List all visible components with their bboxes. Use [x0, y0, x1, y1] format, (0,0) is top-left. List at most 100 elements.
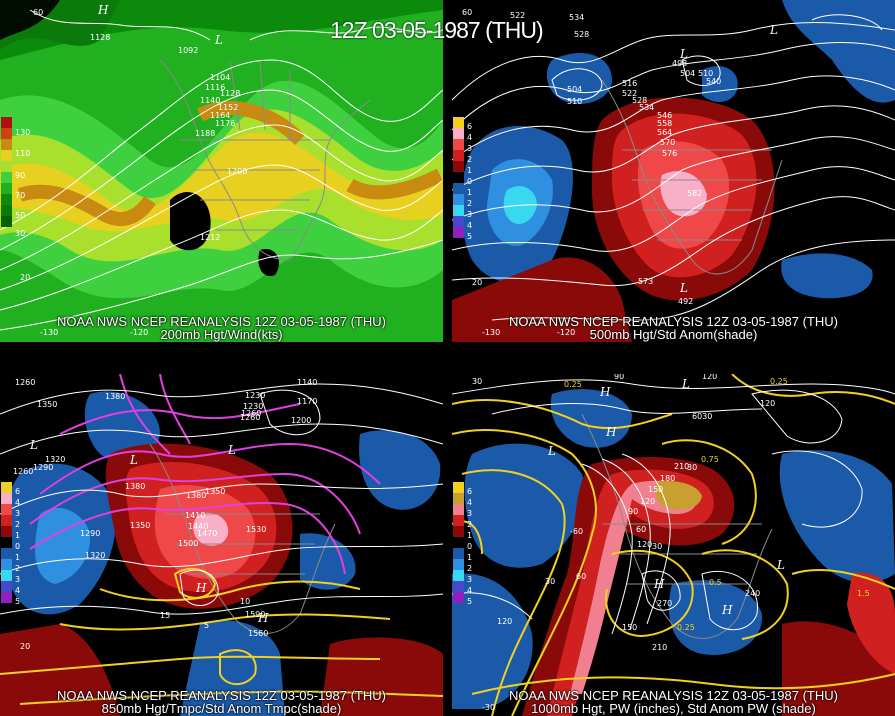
svg-text:210: 210: [674, 462, 689, 471]
svg-text:0.25: 0.25: [770, 377, 788, 386]
svg-text:1290: 1290: [80, 529, 100, 538]
svg-text:1350: 1350: [205, 487, 225, 496]
footer-source: NOAA NWS NCEP REANALYSIS 12Z 03-05-1987 …: [509, 314, 838, 329]
svg-text:-120: -120: [557, 328, 575, 337]
footer-field: 500mb Hgt/Std Anom(shade): [589, 327, 758, 342]
svg-text:573: 573: [638, 277, 653, 286]
svg-text:522: 522: [510, 11, 525, 20]
map-500mb: 522 534 528 504 510 516 522 528 534 546 …: [452, 0, 895, 342]
svg-text:20: 20: [472, 278, 482, 287]
svg-text:120: 120: [702, 374, 717, 381]
svg-text:1230: 1230: [245, 391, 265, 400]
svg-text:60: 60: [576, 572, 586, 581]
svg-text:60: 60: [33, 8, 43, 17]
map-850mb: 1260 1350 1380 1320 1290 1260 1320 1290 …: [0, 374, 443, 716]
svg-text:492: 492: [678, 297, 693, 306]
svg-text:564: 564: [657, 128, 672, 137]
svg-text:1380: 1380: [105, 392, 125, 401]
svg-text:-130: -130: [482, 328, 500, 337]
svg-text:1290: 1290: [33, 463, 53, 472]
footer-field: 200mb Hgt/Wind(kts): [160, 327, 283, 342]
svg-text:1500: 1500: [178, 539, 198, 548]
svg-text:90: 90: [628, 507, 638, 516]
svg-text:1170: 1170: [297, 397, 317, 406]
svg-text:L: L: [679, 281, 688, 295]
map-200mb: 1128 1092 1104 1116 1128 1140 1152 1164 …: [0, 0, 443, 342]
svg-text:528: 528: [574, 30, 589, 39]
svg-text:1530: 1530: [246, 525, 266, 534]
svg-text:150: 150: [648, 485, 663, 494]
svg-text:1140: 1140: [200, 96, 220, 105]
svg-text:120: 120: [640, 497, 655, 506]
svg-text:1128: 1128: [220, 89, 240, 98]
svg-text:L: L: [547, 444, 556, 458]
svg-text:546: 546: [657, 111, 672, 120]
svg-text:1260: 1260: [240, 413, 260, 422]
svg-text:120: 120: [637, 540, 652, 549]
svg-text:L: L: [679, 47, 688, 61]
svg-text:60: 60: [462, 8, 472, 17]
svg-text:30: 30: [472, 377, 482, 386]
svg-text:1092: 1092: [178, 46, 198, 55]
svg-text:1320: 1320: [45, 455, 65, 464]
svg-text:240: 240: [745, 589, 760, 598]
footer-source: NOAA NWS NCEP REANALYSIS 12Z 03-05-1987 …: [509, 688, 838, 703]
svg-text:528: 528: [632, 96, 647, 105]
svg-text:1200: 1200: [291, 416, 311, 425]
svg-text:1380: 1380: [186, 491, 206, 500]
svg-text:L: L: [681, 377, 690, 391]
map-1000mb-pw: 0.25 90 120 0.25 6030 120 30 210 180 150…: [452, 374, 895, 716]
svg-text:H: H: [605, 425, 617, 439]
svg-text:534: 534: [639, 103, 654, 112]
svg-text:576: 576: [662, 149, 677, 158]
svg-text:1410: 1410: [185, 511, 205, 520]
svg-text:570: 570: [660, 138, 675, 147]
svg-text:270: 270: [657, 599, 672, 608]
svg-text:540: 540: [706, 77, 721, 86]
footer-source: NOAA NWS NCEP REANALYSIS 12Z 03-05-1987 …: [57, 314, 386, 329]
svg-text:-60: -60: [570, 527, 583, 536]
svg-text:20: 20: [20, 642, 30, 651]
svg-text:1350: 1350: [37, 400, 57, 409]
svg-text:30: 30: [687, 463, 697, 472]
svg-text:1212: 1212: [200, 233, 220, 242]
svg-text:6030: 6030: [692, 412, 712, 421]
panel-1000mb-pw: 0.25 90 120 0.25 6030 120 30 210 180 150…: [452, 374, 895, 716]
panel-850mb: 1260 1350 1380 1320 1290 1260 1320 1290 …: [0, 374, 443, 716]
svg-text:60: 60: [636, 525, 646, 534]
svg-text:0.5: 0.5: [709, 578, 722, 587]
svg-text:1260: 1260: [241, 409, 261, 418]
svg-text:1260: 1260: [15, 378, 35, 387]
svg-text:L: L: [29, 438, 38, 452]
svg-text:1560: 1560: [248, 629, 268, 638]
svg-text:1260: 1260: [13, 467, 33, 476]
svg-text:1128: 1128: [90, 33, 110, 42]
svg-text:1440: 1440: [188, 522, 208, 531]
svg-text:1152: 1152: [218, 103, 238, 112]
svg-text:522: 522: [622, 89, 637, 98]
svg-text:120: 120: [497, 617, 512, 626]
svg-text:1320: 1320: [85, 551, 105, 560]
svg-text:H: H: [97, 3, 109, 17]
footer-field: 1000mb Hgt, PW (inches), Std Anom PW (sh…: [531, 701, 816, 716]
svg-text:210: 210: [652, 643, 667, 652]
svg-text:L: L: [227, 443, 236, 457]
svg-text:504: 504: [680, 69, 695, 78]
svg-text:1188: 1188: [195, 129, 215, 138]
svg-text:582: 582: [687, 189, 702, 198]
svg-text:L: L: [776, 558, 785, 572]
svg-text:20: 20: [20, 273, 30, 282]
svg-text:10: 10: [240, 597, 250, 606]
svg-text:534: 534: [569, 13, 584, 22]
svg-text:0.25: 0.25: [677, 623, 695, 632]
svg-text:1380: 1380: [125, 482, 145, 491]
svg-text:H: H: [721, 603, 733, 617]
svg-text:90: 90: [614, 374, 624, 381]
svg-text:L: L: [129, 453, 138, 467]
svg-text:-130: -130: [40, 328, 58, 337]
svg-text:1470: 1470: [197, 529, 217, 538]
svg-text:120: 120: [760, 399, 775, 408]
svg-text:1.5: 1.5: [857, 589, 870, 598]
svg-text:1164: 1164: [210, 111, 230, 120]
svg-text:5: 5: [204, 621, 209, 630]
